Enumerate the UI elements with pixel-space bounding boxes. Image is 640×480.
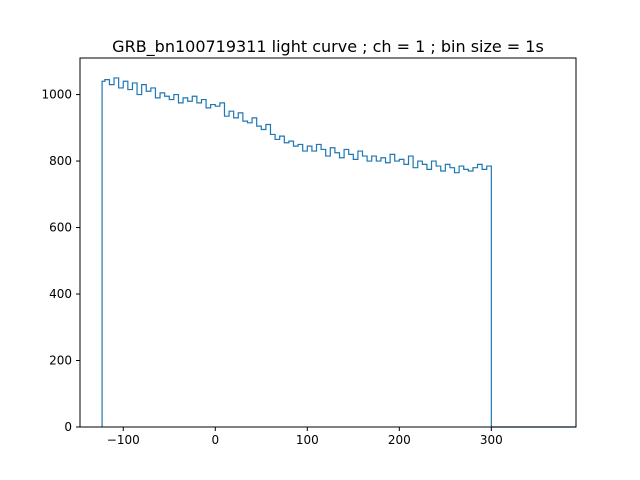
y-tick-label: 1000 — [41, 88, 72, 102]
y-axis-ticks: 0 200 400 600 800 1000 — [41, 88, 80, 434]
x-tick-label: 100 — [296, 433, 319, 447]
y-tick-label: 600 — [49, 221, 72, 235]
light-curve-series-line — [101, 77, 576, 428]
y-tick-label: 0 — [64, 420, 72, 434]
x-tick-label: 300 — [480, 433, 503, 447]
x-tick-label: 200 — [388, 433, 411, 447]
x-tick-label: −100 — [107, 433, 140, 447]
y-tick-label: 200 — [49, 354, 72, 368]
x-tick-label: 0 — [211, 433, 219, 447]
y-tick-label: 800 — [49, 154, 72, 168]
chart-title: GRB_bn100719311 light curve ; ch = 1 ; b… — [112, 37, 544, 57]
x-axis-ticks: −100 0 100 200 300 — [107, 427, 503, 447]
y-tick-label: 400 — [49, 287, 72, 301]
plot-area-frame — [79, 57, 577, 428]
